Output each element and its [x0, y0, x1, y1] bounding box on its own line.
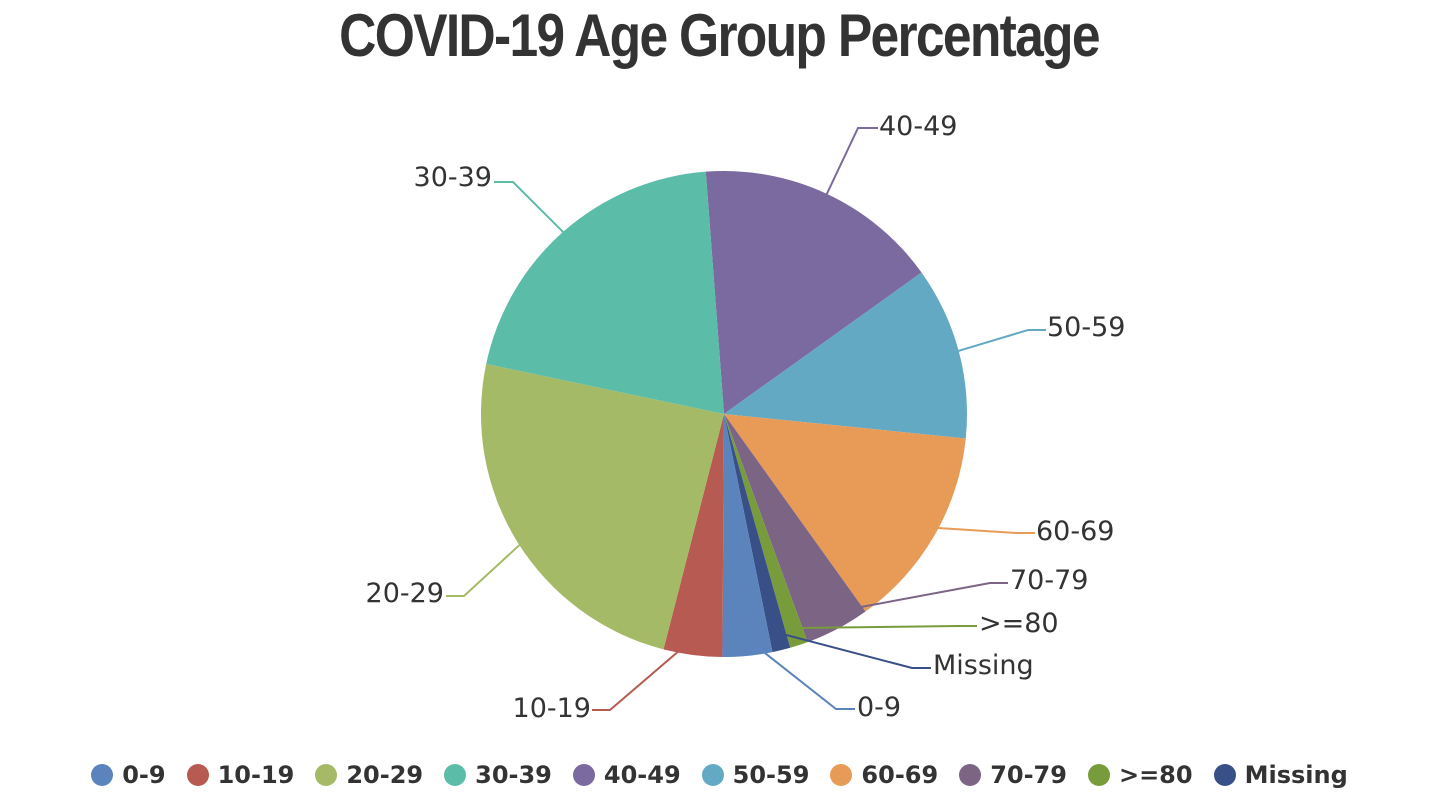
leader-line-2	[918, 525, 1035, 534]
leader-line-6	[745, 637, 855, 710]
legend-marker-icon	[830, 764, 853, 786]
slice-label-0: 40-49	[879, 111, 957, 142]
chart-title: COVID-19 Age Group Percentage	[339, 2, 1100, 69]
pie-slice-20-29[interactable]	[480, 363, 724, 650]
leader-line-4	[793, 625, 977, 629]
legend-label: 40-49	[603, 761, 681, 789]
legend-marker-icon	[315, 764, 338, 786]
slice-label-7: 10-19	[513, 693, 591, 724]
slice-label-2: 60-69	[1036, 516, 1114, 547]
slice-label-5: Missing	[933, 650, 1034, 681]
legend-item[interactable]: 20-29	[315, 761, 423, 789]
legend-marker-icon	[1087, 764, 1110, 786]
legend-marker-icon	[444, 764, 467, 786]
slice-label-8: 20-29	[366, 578, 444, 609]
legend-label: 0-9	[122, 761, 166, 789]
legend-label: Missing	[1244, 761, 1348, 789]
pie-slice-70-79[interactable]	[724, 414, 866, 643]
slice-label-9: 30-39	[414, 162, 492, 193]
legend-item[interactable]: 10-19	[186, 761, 295, 789]
legend-marker-icon	[91, 764, 114, 786]
leader-line-9	[494, 181, 577, 246]
pie-slice-60-69[interactable]	[724, 414, 966, 612]
legend-label: 20-29	[346, 761, 424, 789]
leader-line-3	[829, 582, 1008, 614]
legend-label: 30-39	[475, 761, 552, 789]
legend: 0-9 10-19 20-29 30-39 40-49 50-59 60-69 70-79 >=…	[0, 755, 1438, 795]
slice-label-1: 50-59	[1047, 312, 1125, 343]
legend-item[interactable]: 0-9	[91, 761, 166, 789]
slice-label-4: >=80	[979, 608, 1059, 639]
leader-line-0	[818, 127, 878, 211]
legend-marker-icon	[186, 764, 209, 786]
legend-label: 10-19	[217, 761, 295, 789]
leader-line-5	[776, 631, 931, 669]
pie-slice-0-9[interactable]	[722, 414, 773, 657]
legend-label: >=80	[1118, 761, 1193, 789]
pie-slice-80[interactable]	[724, 414, 808, 648]
leader-line-8	[446, 531, 534, 597]
legend-label: 70-79	[990, 761, 1067, 789]
pie-slice-missing[interactable]	[724, 414, 791, 653]
leader-line-1	[941, 329, 1046, 358]
pie-slice-50-59[interactable]	[724, 272, 967, 439]
slice-label-6: 0-9	[857, 692, 901, 723]
legend-marker-icon	[701, 764, 724, 786]
legend-label: 60-69	[861, 761, 939, 789]
legend-marker-icon	[572, 764, 595, 786]
legend-item[interactable]: 60-69	[830, 761, 938, 789]
legend-marker-icon	[1213, 764, 1236, 786]
legend-item[interactable]: 30-39	[444, 761, 552, 789]
pie-slice-30-39[interactable]	[486, 171, 724, 414]
legend-item[interactable]: >=80	[1087, 761, 1193, 789]
pie-slice-40-49[interactable]	[705, 170, 922, 414]
legend-item[interactable]: 40-49	[572, 761, 681, 789]
legend-item[interactable]: 70-79	[959, 761, 1067, 789]
leader-line-7	[592, 636, 696, 711]
pie-slice-10-19[interactable]	[663, 414, 724, 657]
slice-label-3: 70-79	[1010, 565, 1088, 596]
legend-item[interactable]: 50-59	[701, 761, 810, 789]
legend-item[interactable]: Missing	[1213, 761, 1348, 789]
legend-marker-icon	[959, 764, 982, 786]
legend-label: 50-59	[732, 761, 810, 789]
